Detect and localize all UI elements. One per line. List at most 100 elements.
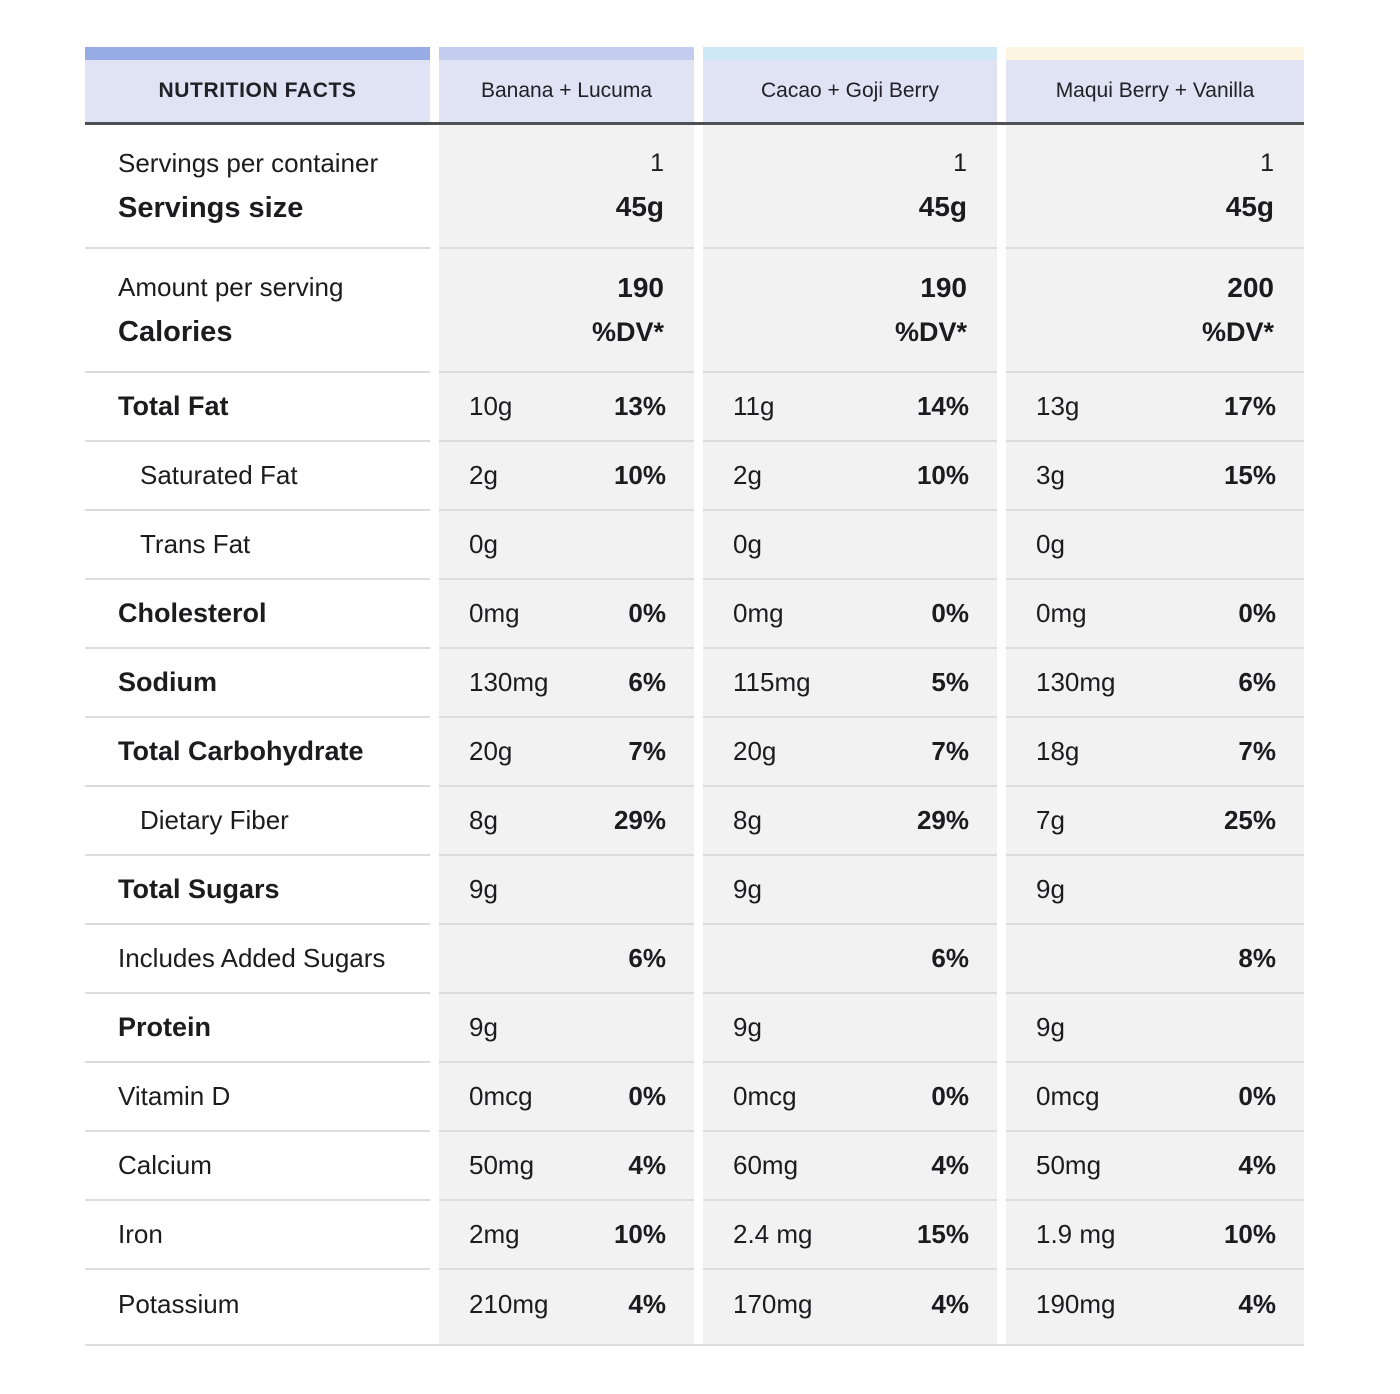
nutrient-label: Potassium [85,1270,430,1339]
daily-value-percent: 4% [628,1289,666,1319]
column-gap [430,1339,439,1344]
value-cell: 0mcg 0% [703,1063,997,1132]
calories-value: 200 [1227,272,1274,303]
daily-value-percent: 4% [1238,1150,1276,1180]
column-gap [694,125,703,249]
daily-value-percent: 17% [1223,391,1276,421]
value-cell: 0mg 0% [1006,580,1304,649]
daily-value-percent: 7% [931,736,969,766]
value-cell: 6% [703,925,997,994]
calories-label: Calories [118,315,233,348]
servings-value-cell: 1 45g [703,125,997,249]
daily-value-percent: 6% [1238,667,1276,697]
daily-value-percent: 6% [628,667,666,697]
column-gap [430,1201,439,1270]
value-cell: 0mcg 0% [439,1063,694,1132]
servings-per-container-label: Servings per container [118,147,379,178]
column-gap [694,47,703,60]
serving-size-value: 45g [615,191,664,222]
column-gap [997,249,1006,373]
amount-value: 2mg [469,1219,520,1249]
column-gap [430,442,439,511]
value-cell: 3g 15% [1006,442,1304,511]
column-gap [694,442,703,511]
value-cell: 2.4 mg 15% [703,1201,997,1270]
column-gap [430,787,439,856]
nutrient-label: Total Carbohydrate [85,718,430,787]
serving-size-value: 45g [918,191,967,222]
value-cell: 2g 10% [703,442,997,511]
amount-value: 50mg [469,1150,535,1180]
daily-value-percent: 0% [931,598,969,628]
value-cell: 0g [1006,511,1304,580]
nutrient-row-sodium: Sodium 130mg 6% 115mg 5% 130mg 6% [85,649,1304,718]
daily-value-percent: 6% [628,943,666,973]
value-cell: 190mg 4% [1006,1270,1304,1339]
amount-value: 9g [469,1012,498,1042]
column-gap [997,925,1006,994]
calories-value: 190 [617,272,664,303]
value-cell: 50mg 4% [1006,1132,1304,1201]
nutrient-row-includes-added-sugars: Includes Added Sugars 6% 6% 8% [85,925,1304,994]
column-gap [430,994,439,1063]
serving-size-value: 45g [1225,191,1274,222]
column-gap [430,856,439,925]
calories-row: Amount per serving Calories 190 %DV* 190… [85,249,1304,373]
top-color-strips [85,47,1304,60]
value-cell: 18g 7% [1006,718,1304,787]
daily-value-percent: 29% [916,805,969,835]
nutrient-label: Saturated Fat [85,442,430,511]
amount-value: 0mcg [733,1081,797,1111]
daily-value-percent: 0% [628,1081,666,1111]
column-gap [694,925,703,994]
bottom-edge-cell [703,1339,997,1344]
value-cell: 0mg 0% [439,580,694,649]
amount-value: 11g [733,391,775,421]
amount-value: 9g [1036,1012,1065,1042]
calories-value-cell: 200 %DV* [1006,249,1304,373]
amount-value: 3g [1036,460,1065,490]
daily-value-percent: 7% [1238,736,1276,766]
servings-row: Servings per container Servings size 1 4… [85,125,1304,249]
amount-value: 0mg [733,598,784,628]
daily-value-percent: 4% [628,1150,666,1180]
nutrient-label: Total Sugars [85,856,430,925]
servings-label-cell: Servings per container Servings size [85,125,430,249]
column-gap [694,1063,703,1132]
value-cell: 9g [703,994,997,1063]
column-gap [997,442,1006,511]
column-gap [997,373,1006,442]
amount-value: 0g [733,529,762,559]
column-gap [430,249,439,373]
amount-value: 9g [733,874,762,904]
table-bottom-edge [85,1339,1304,1346]
amount-value: 2.4 mg [733,1219,813,1249]
column-gap [430,1270,439,1339]
column-gap [997,787,1006,856]
calories-value-cell: 190 %DV* [703,249,997,373]
value-cell: 20g 7% [703,718,997,787]
column-gap [694,60,703,122]
daily-value-percent: 0% [628,598,666,628]
value-cell: 9g [439,856,694,925]
nutrient-row-iron: Iron 2mg 10% 2.4 mg 15% 1.9 mg 10% [85,1201,1304,1270]
value-cell: 50mg 4% [439,1132,694,1201]
value-cell: 8% [1006,925,1304,994]
amount-value: 115mg [733,667,811,697]
column-gap [694,249,703,373]
daily-value-percent: 10% [916,460,969,490]
servings-value-cell: 1 45g [1006,125,1304,249]
nutrient-rows: Total Fat 10g 13% 11g 14% 13g 17% Saturated Fat… [85,373,1304,1339]
column-gap [997,511,1006,580]
amount-value: 130mg [469,667,549,697]
product-header-maqui-berry-vanilla: Maqui Berry + Vanilla [1006,60,1304,122]
column-gap [997,1270,1006,1339]
amount-value: 2g [733,460,762,490]
daily-value-percent: 0% [1238,598,1276,628]
value-cell: 9g [1006,994,1304,1063]
daily-value-percent: 25% [1223,805,1276,835]
column-gap [694,511,703,580]
value-cell: 11g 14% [703,373,997,442]
amount-value: 10g [469,391,513,421]
servings-count: 1 [953,149,967,177]
